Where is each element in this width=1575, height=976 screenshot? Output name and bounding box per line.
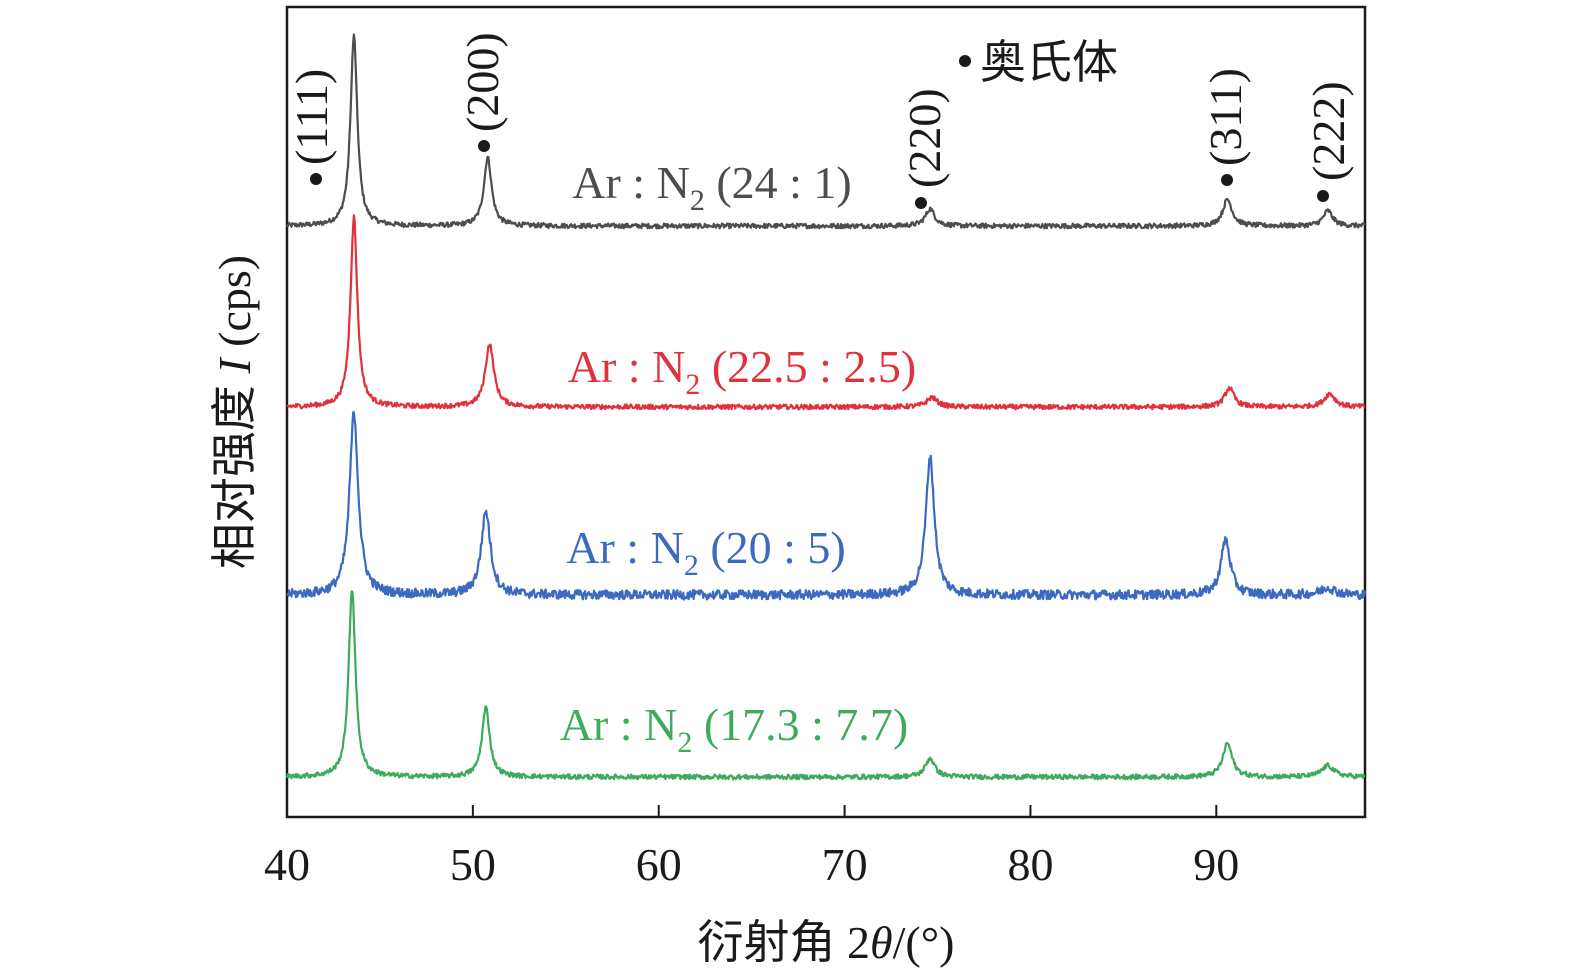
series-label: Ar : N2 (20 : 5)	[566, 522, 845, 582]
peak-marker-dot	[1317, 190, 1329, 202]
phase-legend: 奥氏体	[959, 37, 1118, 88]
plot-frame	[285, 5, 1367, 819]
x-axis-title: 衍射角 2θ/(°)	[698, 917, 955, 968]
peak-markers: (111) (200) (220) (311) (222)	[286, 32, 1354, 209]
series-label: Ar : N2 (17.3 : 7.7)	[560, 699, 908, 759]
peak-marker-dot	[478, 140, 490, 152]
peak-marker-dot	[1221, 174, 1233, 186]
x-tick-label: 90	[1193, 839, 1239, 890]
peak-label: (200)	[457, 32, 508, 132]
phase-legend-marker	[959, 55, 971, 67]
peak-label: (111)	[286, 69, 337, 165]
series-line	[285, 590, 1366, 781]
phase-legend-text: 奥氏体	[980, 37, 1118, 88]
peak-label: (222)	[1303, 81, 1354, 181]
series-line	[285, 33, 1366, 230]
series-label: Ar : N2 (24 : 1)	[572, 157, 851, 217]
peak-label: (311)	[1200, 68, 1251, 166]
x-tick-label: 40	[264, 839, 310, 890]
series-label: Ar : N2 (22.5 : 2.5)	[568, 341, 916, 401]
x-tick-label: 70	[822, 839, 868, 890]
peak-label: (220)	[899, 88, 950, 188]
series-lines	[285, 33, 1367, 781]
series-line	[286, 411, 1367, 601]
peak-marker-dot	[310, 173, 322, 185]
x-tick-label: 60	[636, 839, 682, 890]
peak-marker-dot	[915, 197, 927, 209]
x-axis-ticks: 40 50 60 70 80 90	[264, 805, 1239, 890]
x-tick-label: 80	[1007, 839, 1053, 890]
series-line	[286, 214, 1366, 411]
series-labels: Ar : N2 (24 : 1) Ar : N2 (22.5 : 2.5) Ar :…	[560, 157, 916, 759]
y-axis-title: 相对强度 I (cps)	[209, 255, 260, 569]
x-tick-label: 50	[450, 839, 496, 890]
